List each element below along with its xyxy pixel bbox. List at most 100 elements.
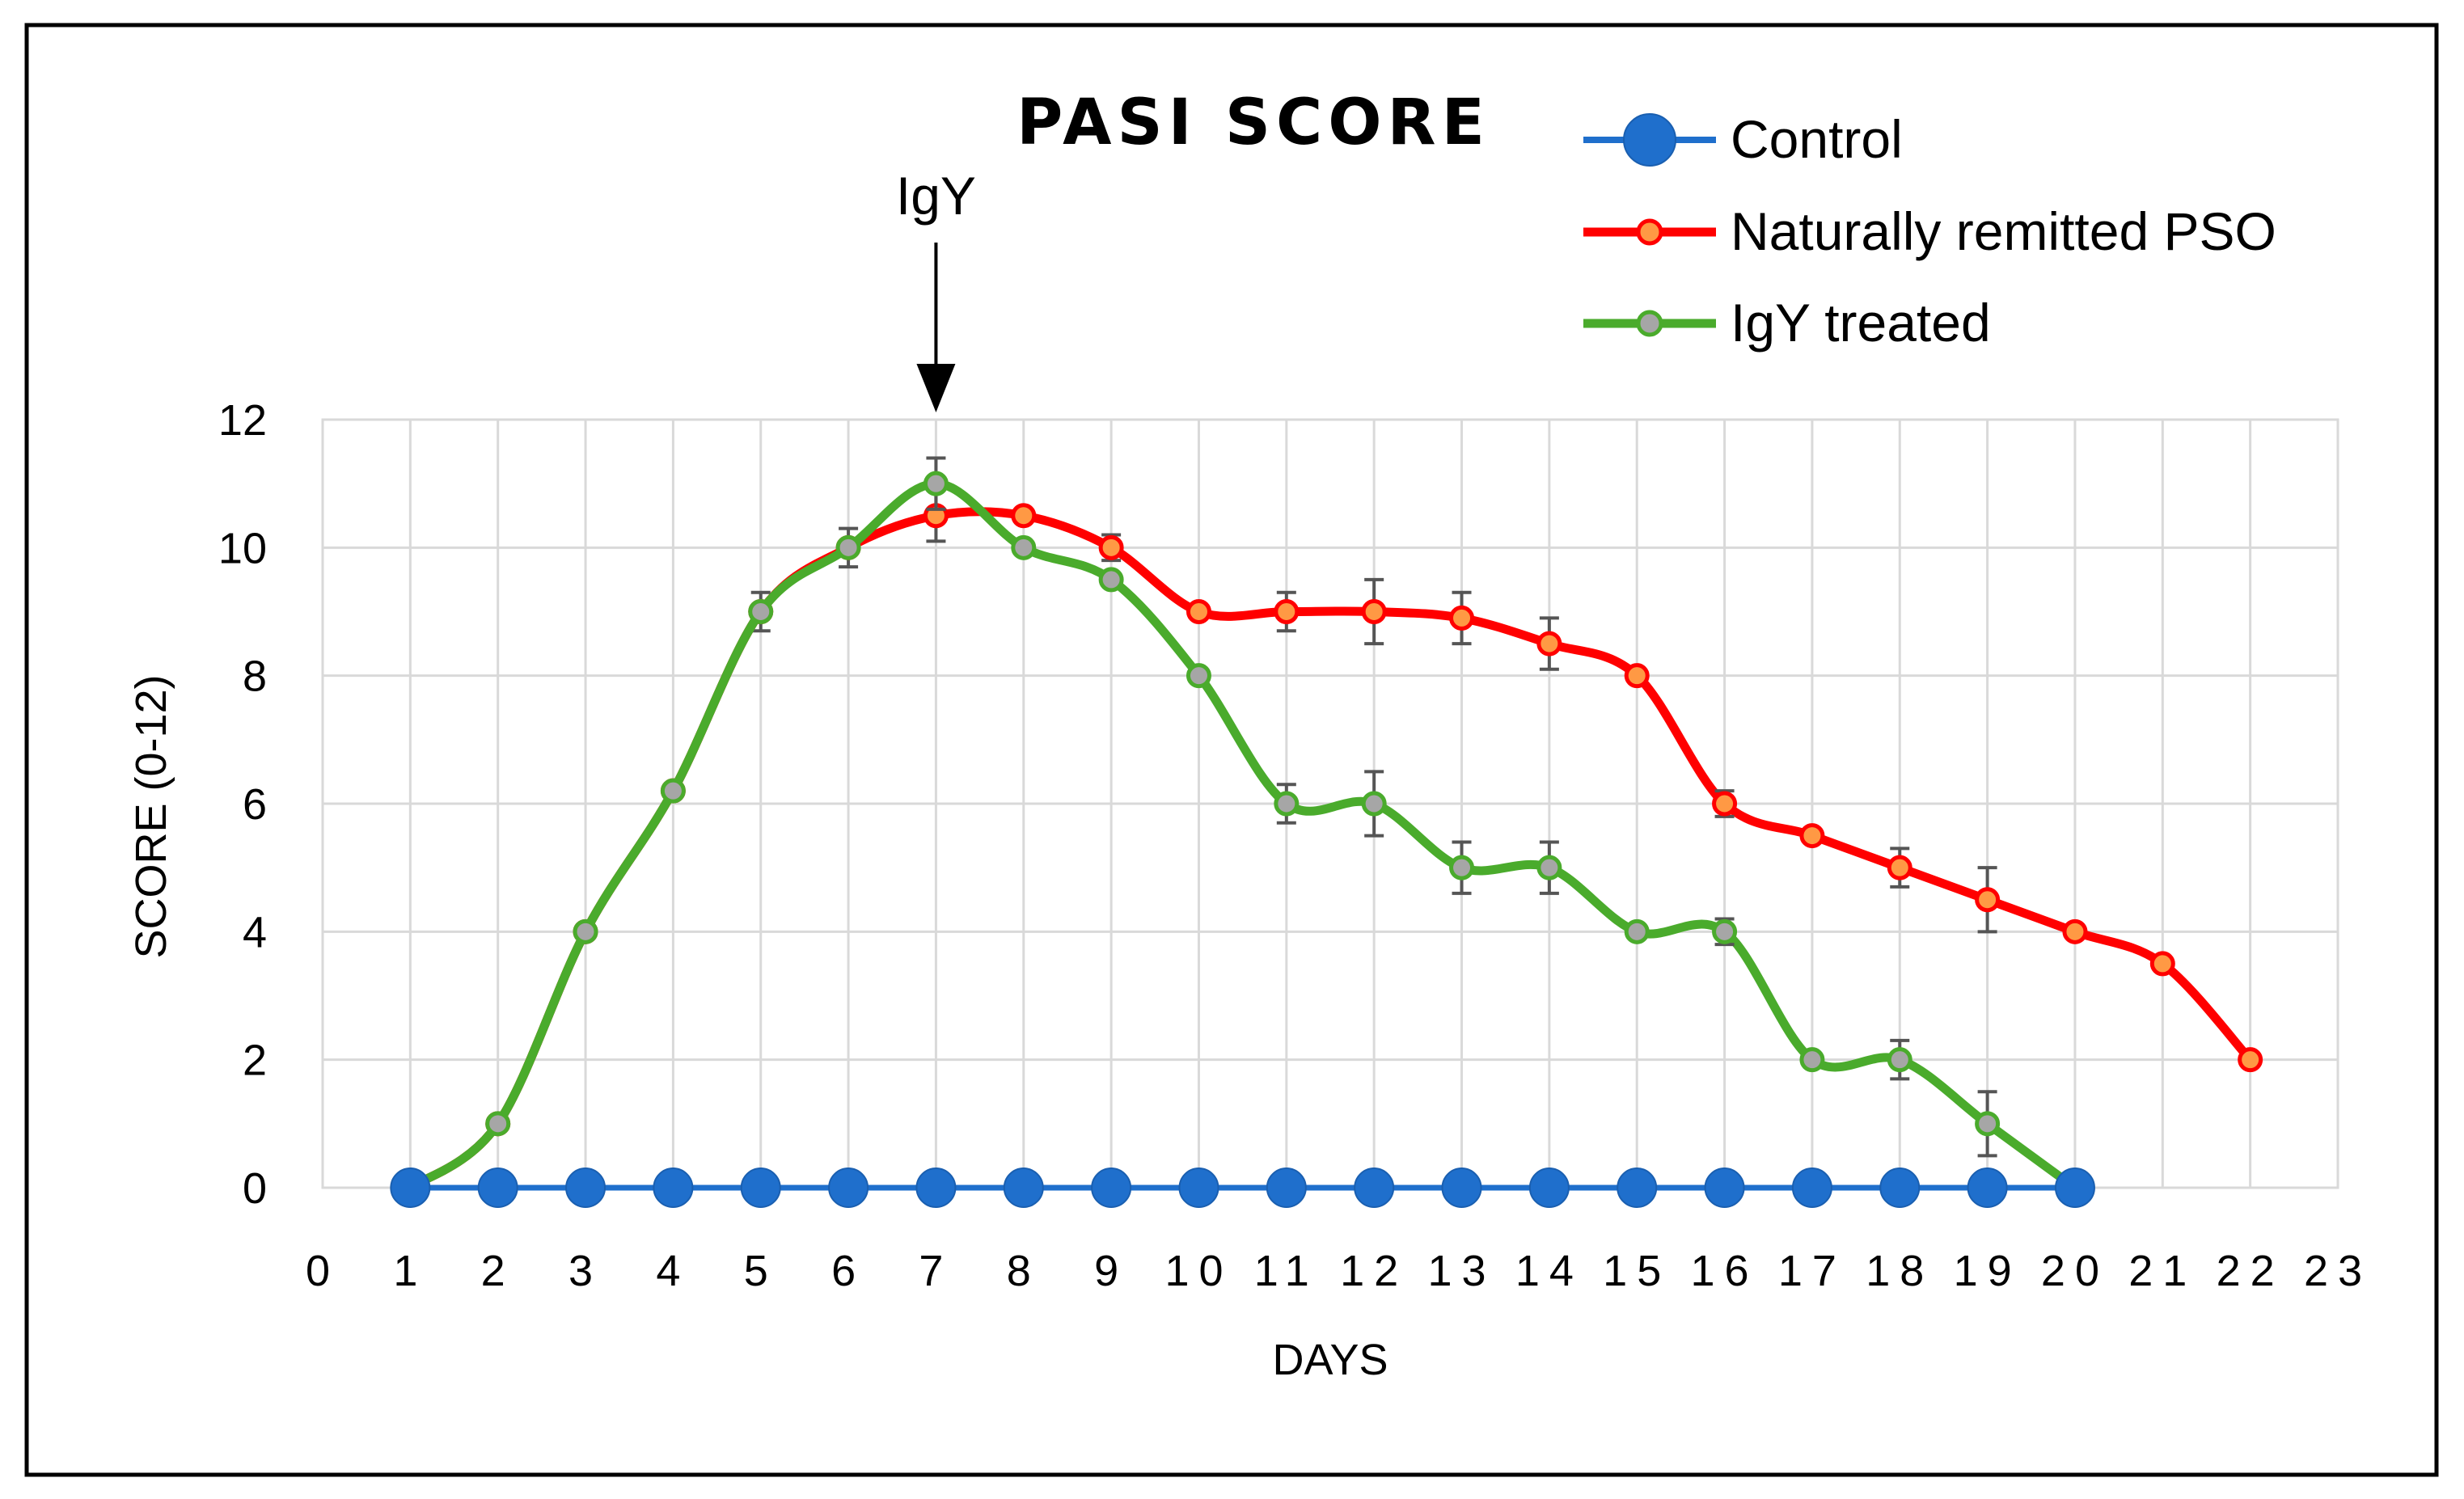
data-point xyxy=(1186,599,1211,624)
data-point xyxy=(1178,1168,1219,1208)
data-point xyxy=(1361,599,1387,624)
data-point xyxy=(1624,918,1650,944)
data-point xyxy=(1975,1111,2001,1137)
data-point xyxy=(565,1168,606,1208)
x-tick-label: 12 xyxy=(1340,1247,1408,1295)
data-point xyxy=(1091,1168,1132,1208)
data-point xyxy=(1879,1168,1921,1208)
data-point xyxy=(2149,951,2175,977)
data-point xyxy=(1799,1047,1825,1073)
data-point xyxy=(485,1111,511,1137)
series-layer xyxy=(390,456,2263,1208)
data-point xyxy=(1887,855,1912,880)
annotation: IgY xyxy=(896,166,976,412)
data-point xyxy=(1186,663,1211,689)
data-point xyxy=(835,534,861,560)
data-point xyxy=(1887,1047,1912,1073)
data-point xyxy=(1975,887,2001,913)
data-point xyxy=(1449,855,1475,880)
x-tick-label: 10 xyxy=(1164,1247,1232,1295)
x-tick-label: 1 xyxy=(393,1247,427,1295)
data-point xyxy=(2062,918,2088,944)
data-point xyxy=(653,1168,694,1208)
legend-swatch-marker xyxy=(1636,218,1663,246)
legend-swatch-marker xyxy=(1636,310,1663,337)
data-point xyxy=(573,918,598,944)
x-tick-label: 20 xyxy=(2041,1247,2109,1295)
y-tick-label: 8 xyxy=(243,652,267,701)
legend-swatch-marker xyxy=(1623,113,1676,167)
series-igy-treated xyxy=(397,456,2088,1201)
y-tick-label: 6 xyxy=(243,780,267,829)
data-point xyxy=(1536,631,1562,657)
data-point xyxy=(915,1168,957,1208)
data-point xyxy=(1011,503,1037,529)
chart-title: PASI SCORE xyxy=(1016,87,1490,159)
data-point xyxy=(390,1168,431,1208)
x-tick-label: 3 xyxy=(568,1247,602,1295)
data-point xyxy=(1274,791,1300,817)
x-tick-label: 23 xyxy=(2304,1247,2372,1295)
legend: Control Naturally remitted PSO IgY treated xyxy=(1583,109,2276,353)
x-tick-label: 11 xyxy=(1254,1247,1319,1295)
x-tick-label: 4 xyxy=(656,1247,690,1295)
x-tick-label: 17 xyxy=(1778,1247,1846,1295)
chart-frame xyxy=(24,23,2439,1477)
x-tick-label: 16 xyxy=(1691,1247,1759,1295)
data-point xyxy=(1003,1168,1044,1208)
data-point xyxy=(477,1168,518,1208)
data-point xyxy=(748,599,774,624)
data-point xyxy=(1354,1168,1395,1208)
y-tick-label: 0 xyxy=(243,1164,267,1213)
data-point xyxy=(1098,567,1124,593)
legend-item-igy-treated: IgY treated xyxy=(1583,293,1991,353)
legend-label: Control xyxy=(1731,109,1903,169)
x-tick-label: 2 xyxy=(481,1247,515,1295)
data-point xyxy=(1098,534,1124,560)
x-tick-label: 6 xyxy=(831,1247,865,1295)
data-point xyxy=(1704,1168,1745,1208)
legend-label: Naturally remitted PSO xyxy=(1731,201,2276,261)
axes: 0 1 2 3 4 5 6 7 8 9 10 11 12 13 14 15 16 17 18 19 20 21 22 2302… xyxy=(218,396,2372,1295)
data-point xyxy=(923,471,949,496)
x-tick-label: 9 xyxy=(1094,1247,1128,1295)
data-point xyxy=(1624,663,1650,689)
x-tick-label: 21 xyxy=(2128,1247,2196,1295)
data-point xyxy=(1617,1168,1658,1208)
y-tick-label: 12 xyxy=(218,396,267,445)
series-control xyxy=(390,1168,2095,1208)
annotation-label: IgY xyxy=(896,166,976,226)
x-tick-label: 8 xyxy=(1007,1247,1041,1295)
x-axis-label: DAYS xyxy=(1272,1336,1388,1384)
data-point xyxy=(2054,1168,2095,1208)
x-tick-label: 5 xyxy=(744,1247,778,1295)
x-tick-label: 22 xyxy=(2217,1247,2284,1295)
data-point xyxy=(1791,1168,1832,1208)
data-point xyxy=(1712,791,1738,817)
x-tick-label: 13 xyxy=(1427,1247,1495,1295)
x-tick-label: 14 xyxy=(1515,1247,1583,1295)
legend-label: IgY treated xyxy=(1731,293,1991,353)
y-tick-label: 4 xyxy=(243,908,267,956)
data-point xyxy=(828,1168,869,1208)
y-tick-label: 2 xyxy=(243,1037,267,1085)
x-tick-label: 18 xyxy=(1866,1247,1934,1295)
y-tick-label: 10 xyxy=(218,524,267,572)
data-point xyxy=(1449,605,1475,631)
x-tick-label: 19 xyxy=(1954,1247,2022,1295)
data-point xyxy=(2238,1047,2263,1073)
data-point xyxy=(1536,855,1562,880)
x-tick-label: 0 xyxy=(306,1247,340,1295)
data-point xyxy=(1361,791,1387,817)
x-tick-label: 7 xyxy=(919,1247,953,1295)
data-point xyxy=(1528,1168,1570,1208)
data-point xyxy=(740,1168,781,1208)
legend-item-naturally-remitted-pso: Naturally remitted PSO xyxy=(1583,201,2276,261)
data-point xyxy=(1799,823,1825,849)
data-point xyxy=(1266,1168,1307,1208)
data-point xyxy=(1441,1168,1482,1208)
y-axis-label: SCORE (0-12) xyxy=(127,674,175,958)
annotation-arrow-head xyxy=(916,364,956,412)
data-point xyxy=(1274,599,1300,624)
